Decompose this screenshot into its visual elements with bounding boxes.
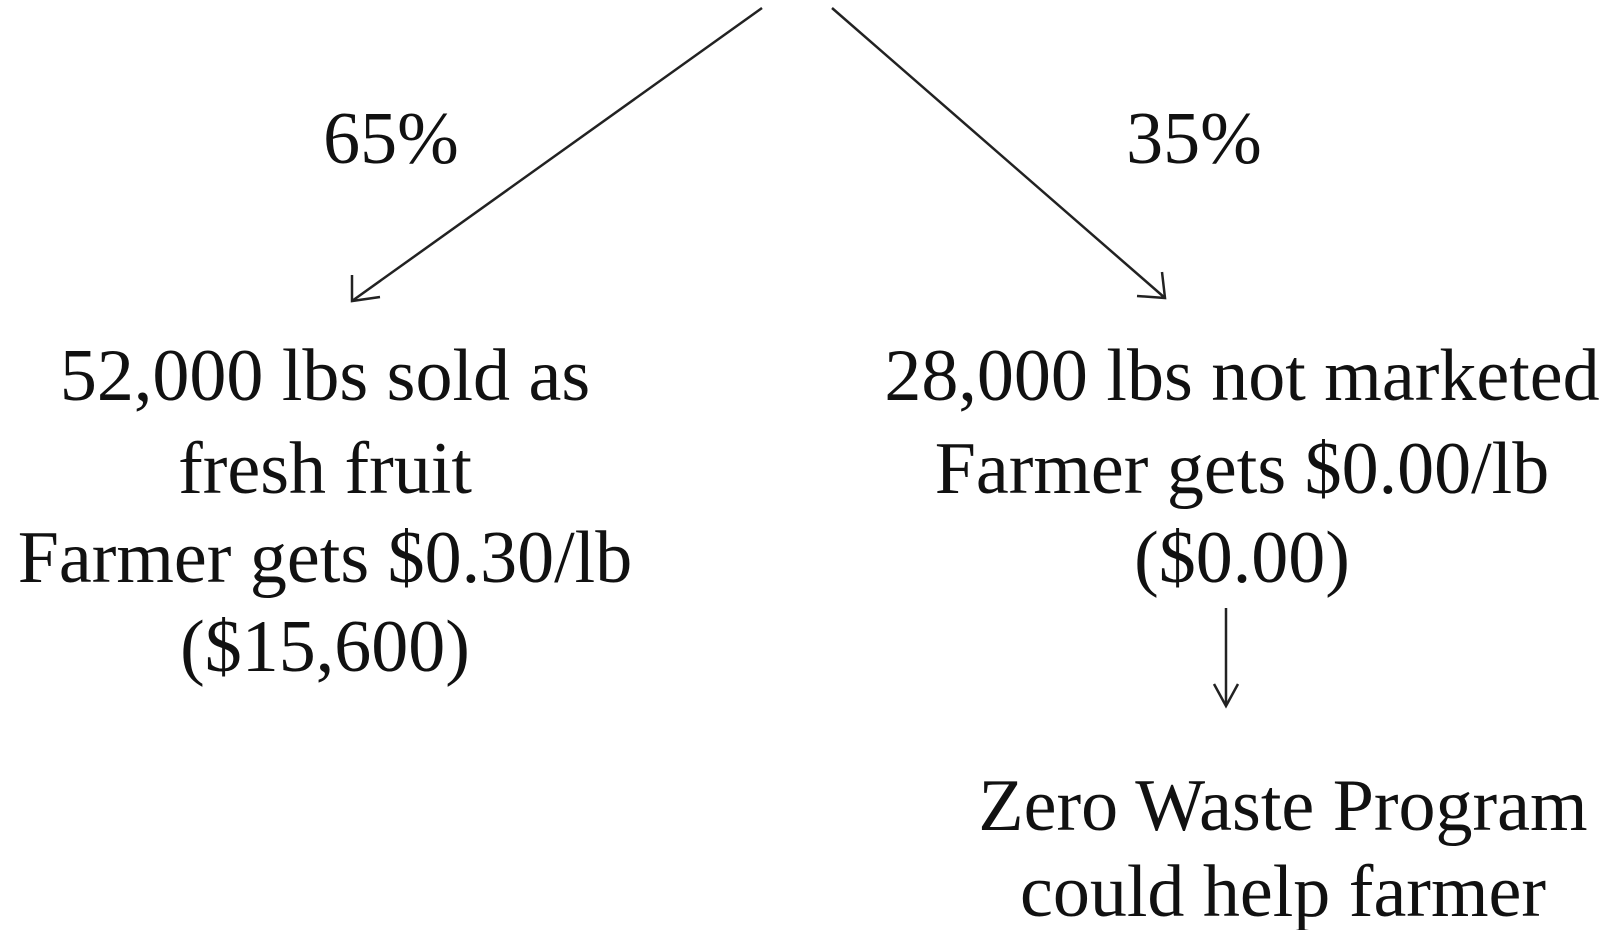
arrow-right bbox=[831, 7, 1166, 299]
node-text: could help farmer bbox=[1020, 851, 1546, 930]
arrowhead-right bbox=[1136, 271, 1167, 300]
node-text: Farmer gets $0.30/lb bbox=[18, 517, 633, 599]
node-text: 52,000 lbs sold as bbox=[60, 335, 590, 417]
arrow-left bbox=[351, 6, 763, 303]
edge-label: 65% bbox=[323, 98, 459, 180]
arrowhead-left bbox=[350, 275, 381, 303]
node-text: ($15,600) bbox=[180, 606, 470, 688]
node-text: 28,000 lbs not marketed bbox=[884, 335, 1599, 417]
node-text: Farmer gets $0.00/lb bbox=[935, 428, 1550, 510]
arrowhead-down bbox=[1212, 683, 1240, 709]
node-text: fresh fruit bbox=[178, 428, 472, 510]
edge-label: 35% bbox=[1126, 98, 1262, 180]
node-text: ($0.00) bbox=[1134, 517, 1350, 599]
node-text: Zero Waste Program bbox=[978, 765, 1587, 847]
